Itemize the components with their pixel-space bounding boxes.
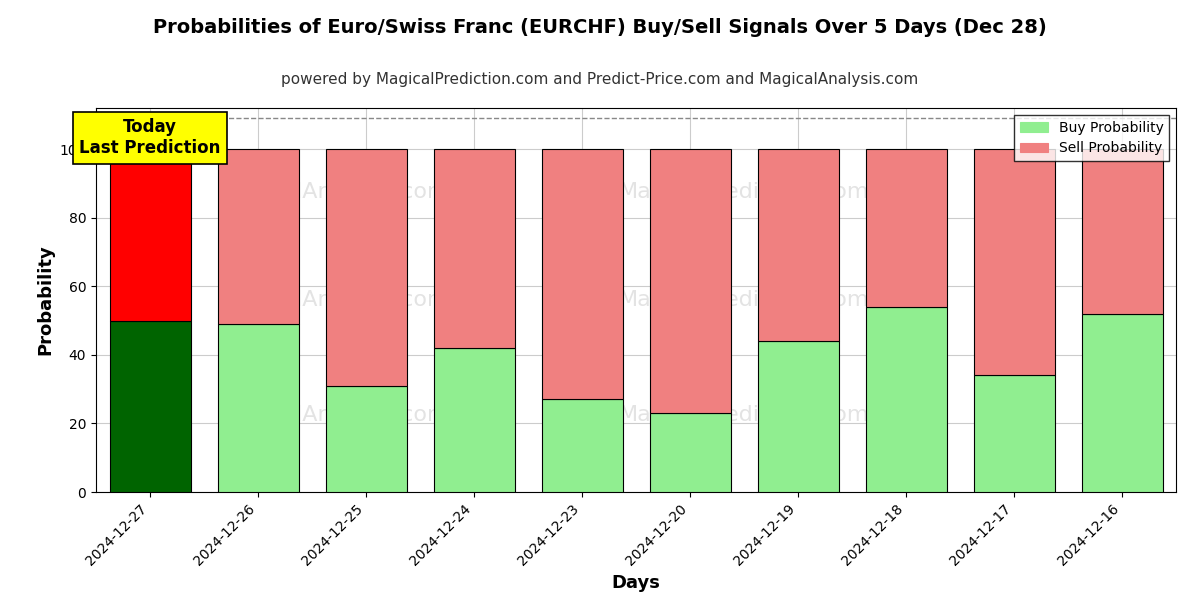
Bar: [757, 149, 839, 341]
Bar: [541, 400, 623, 492]
Text: Probabilities of Euro/Swiss Franc (EURCHF) Buy/Sell Signals Over 5 Days (Dec 28): Probabilities of Euro/Swiss Franc (EURCH…: [154, 18, 1046, 37]
Bar: [325, 386, 407, 492]
Text: powered by MagicalPrediction.com and Predict-Price.com and MagicalAnalysis.com: powered by MagicalPrediction.com and Pre…: [281, 72, 919, 87]
Text: MagicalAnalysis.com: MagicalAnalysis.com: [217, 290, 450, 310]
Legend: Buy Probability, Sell Probability: Buy Probability, Sell Probability: [1014, 115, 1169, 161]
Bar: [865, 307, 947, 492]
Bar: [973, 149, 1055, 376]
Text: MagicalPrediction.com: MagicalPrediction.com: [619, 290, 869, 310]
X-axis label: Days: Days: [612, 574, 660, 592]
Y-axis label: Probability: Probability: [36, 245, 54, 355]
Bar: [217, 149, 299, 324]
Bar: [649, 149, 731, 413]
Bar: [325, 149, 407, 386]
Bar: [433, 149, 515, 348]
Text: MagicalPrediction.com: MagicalPrediction.com: [619, 182, 869, 202]
Bar: [217, 324, 299, 492]
Bar: [109, 149, 191, 320]
Text: MagicalAnalysis.com: MagicalAnalysis.com: [217, 182, 450, 202]
Text: MagicalAnalysis.com: MagicalAnalysis.com: [217, 405, 450, 425]
Text: Today
Last Prediction: Today Last Prediction: [79, 118, 221, 157]
Bar: [433, 348, 515, 492]
Bar: [973, 376, 1055, 492]
Bar: [1081, 149, 1163, 314]
Bar: [757, 341, 839, 492]
Bar: [109, 320, 191, 492]
Bar: [1081, 314, 1163, 492]
Bar: [649, 413, 731, 492]
Bar: [865, 149, 947, 307]
Text: MagicalPrediction.com: MagicalPrediction.com: [619, 405, 869, 425]
Bar: [541, 149, 623, 400]
